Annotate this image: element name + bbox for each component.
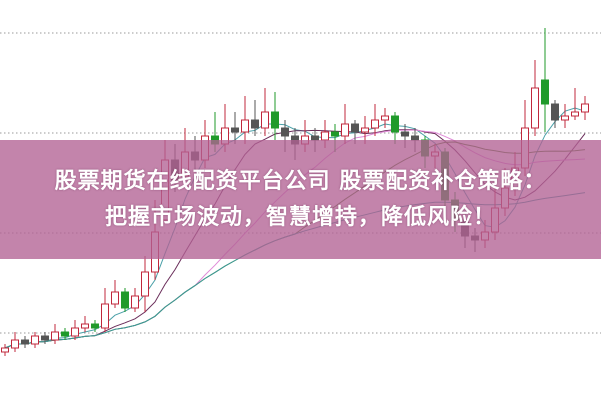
candle-body xyxy=(101,303,109,329)
candle-body xyxy=(351,123,359,133)
candle-body xyxy=(141,271,149,297)
candle-body xyxy=(321,131,329,141)
candle-body xyxy=(61,331,69,337)
candle-body xyxy=(571,111,579,117)
candle-body xyxy=(371,119,379,129)
candle-body xyxy=(541,79,549,105)
candle-body xyxy=(121,291,129,309)
candle-body xyxy=(251,119,259,129)
headline-line-1: 股票期货在线配资平台公司 股票配资补仓策略： xyxy=(54,168,547,194)
candle-body xyxy=(381,115,389,121)
candle-body xyxy=(91,323,99,329)
candle-body xyxy=(41,335,49,341)
candle-body xyxy=(551,103,559,121)
candle-body xyxy=(1,347,9,353)
candle-body xyxy=(581,103,589,113)
candle-body xyxy=(11,339,19,349)
candle-body xyxy=(401,131,409,137)
candle-body xyxy=(111,291,119,305)
candle-body xyxy=(531,87,539,129)
candle-body xyxy=(131,295,139,309)
candle-body xyxy=(31,335,39,345)
candle-body xyxy=(231,127,239,133)
candle-body xyxy=(281,127,289,137)
candle-body xyxy=(391,115,399,133)
candle-body xyxy=(81,323,89,329)
headline-banner: 股票期货在线配资平台公司 股票配资补仓策略： 把握市场波动，智慧增持，降低风险！ xyxy=(0,140,601,259)
candle-body xyxy=(241,119,249,133)
headline-line-2: 把握市场波动，智慧增持，降低风险！ xyxy=(104,204,496,230)
candle-body xyxy=(21,339,29,345)
candle-body xyxy=(271,111,279,129)
candle-body xyxy=(361,127,369,133)
candle-body xyxy=(331,131,339,137)
candle-body xyxy=(71,327,79,337)
candle-body xyxy=(341,123,349,137)
candle-body xyxy=(51,331,59,341)
candle-body xyxy=(261,111,269,129)
candle-body xyxy=(561,115,569,121)
